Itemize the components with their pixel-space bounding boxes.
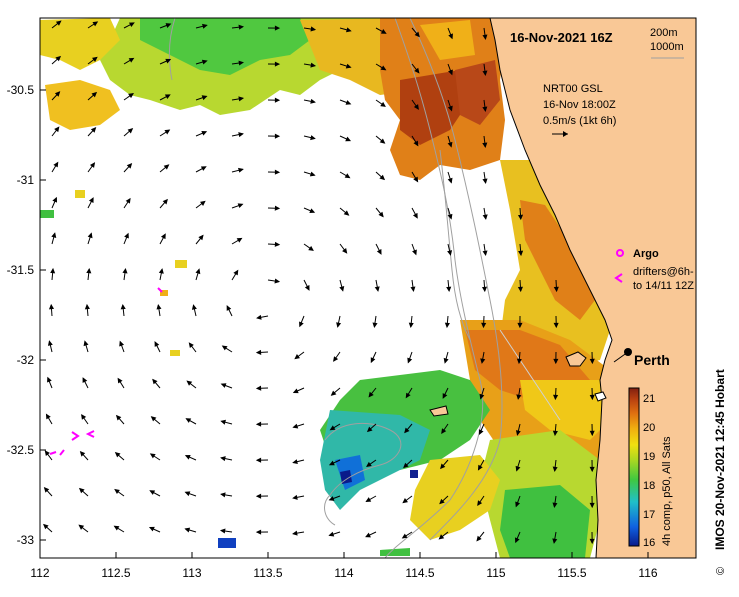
imos-credit: IMOS 20-Nov-2021 12:45 Hobart	[713, 369, 727, 550]
colorbar-tick: 19	[643, 451, 655, 463]
drifters-label-line1: drifters@6h-	[633, 266, 694, 278]
colorbar-tick: 21	[643, 393, 655, 405]
sst-patch	[170, 350, 180, 356]
lon-label: 113	[182, 566, 201, 580]
lat-label: -33	[17, 533, 35, 547]
lat-label: -31	[17, 173, 35, 187]
colorbar-tick: 20	[643, 422, 655, 434]
lon-label: 112.5	[101, 566, 130, 580]
colorbar	[629, 388, 639, 546]
sst-patch	[40, 210, 54, 218]
depth-legend-1000m: 1000m	[650, 41, 684, 53]
product-time: 16-Nov 18:00Z	[543, 99, 616, 111]
lat-label: -32.5	[7, 443, 35, 457]
depth-legend-200m: 200m	[650, 27, 678, 39]
product-name: NRT00 GSL	[543, 83, 603, 95]
map-title: 16-Nov-2021 16Z	[510, 30, 613, 45]
colorbar-label: 4h comp, p50, All Sats	[661, 436, 673, 546]
lon-label: 114.5	[405, 566, 434, 580]
lon-label: 115	[486, 566, 505, 580]
lon-axis-labels: 112 112.5 113 113.5 114 114.5 115 115.5 …	[30, 566, 657, 580]
sst-patch	[410, 470, 418, 478]
argo-label: Argo	[633, 248, 659, 260]
colorbar-tick: 17	[643, 509, 655, 521]
colorbar-tick: 18	[643, 480, 655, 492]
drifters-label-line2: to 14/11 12Z	[633, 280, 694, 292]
vector-scale-label: 0.5m/s (1kt 6h)	[543, 115, 616, 127]
lat-label: -30.5	[7, 83, 35, 97]
lat-label: -32	[17, 353, 35, 367]
lon-label: 115.5	[557, 566, 586, 580]
sst-patch	[175, 260, 187, 268]
lon-label: 112	[30, 566, 49, 580]
colorbar-tick: 16	[643, 537, 655, 549]
sst-patch	[218, 538, 236, 548]
lon-label: 116	[638, 566, 657, 580]
copyright-symbol: ©	[715, 567, 727, 575]
lat-label: -31.5	[7, 263, 35, 277]
lon-label: 113.5	[253, 566, 282, 580]
perth-label: Perth	[634, 352, 670, 368]
sst-patch	[75, 190, 85, 198]
lat-axis-labels: -30.5 -31 -31.5 -32 -32.5 -33	[7, 83, 35, 547]
lon-label: 114	[334, 566, 353, 580]
